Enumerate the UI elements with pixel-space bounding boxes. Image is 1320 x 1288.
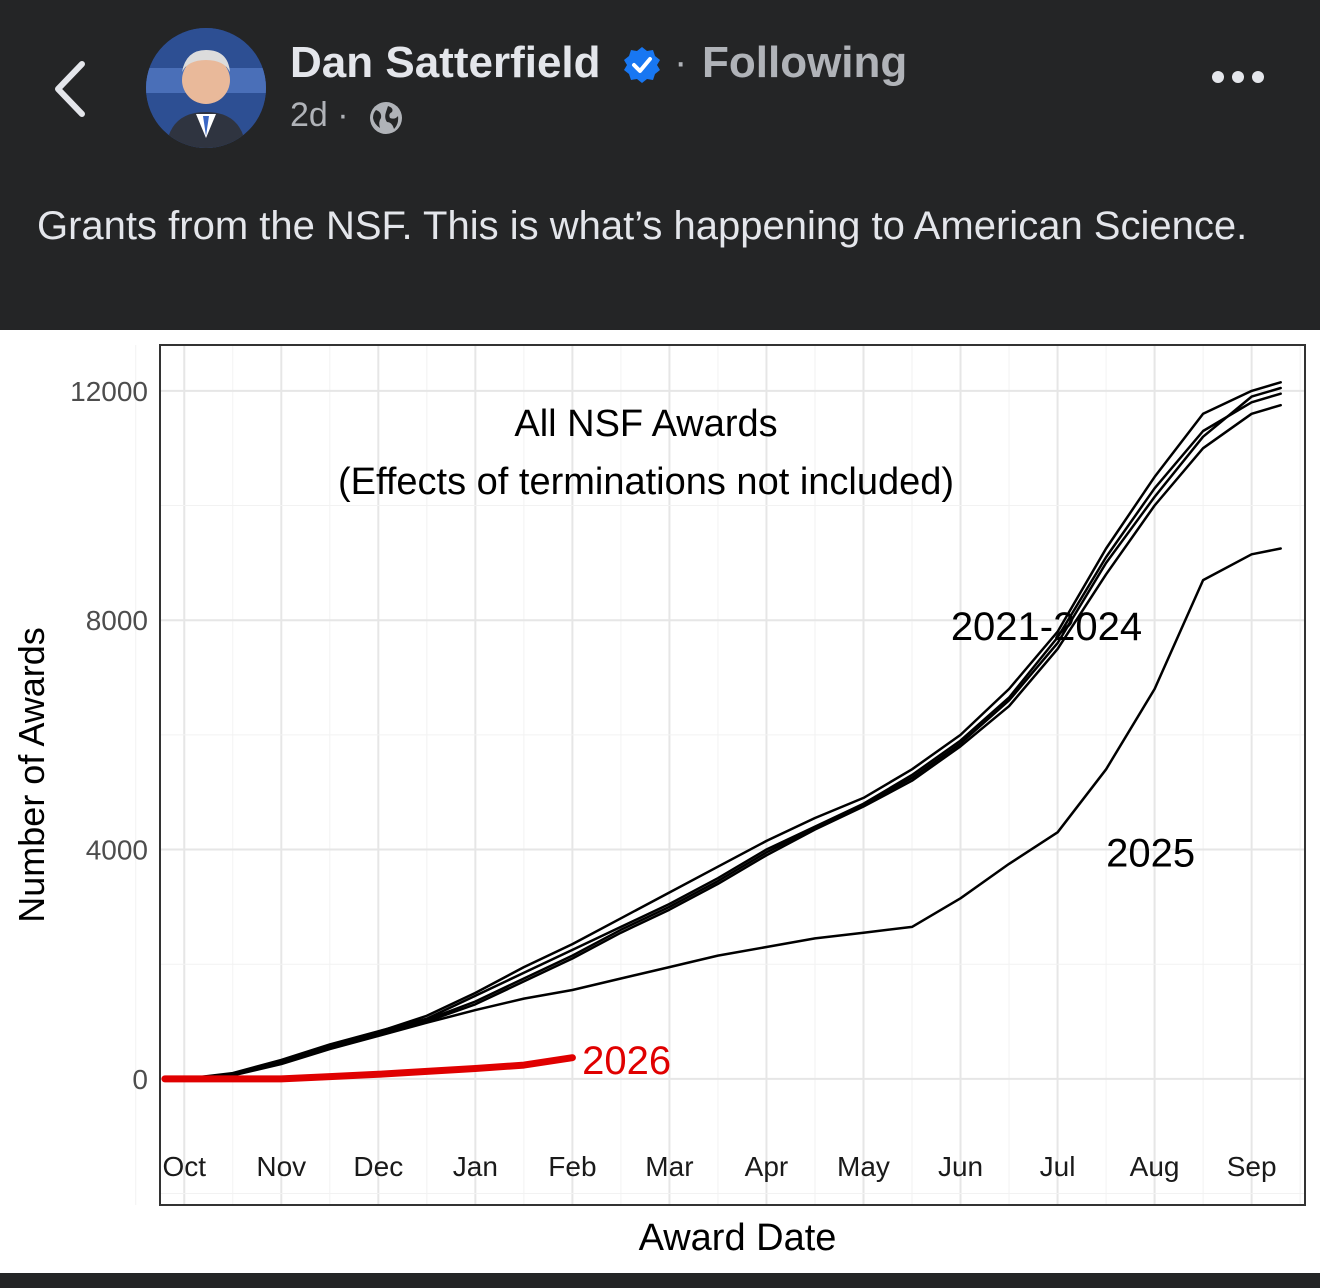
x-tick-label: Nov [256,1151,306,1182]
plot-border [159,344,1306,1206]
y-tick-label: 12000 [70,376,148,407]
series-annotation: 2025 [1106,831,1195,875]
y-tick-label: 8000 [86,605,148,636]
post-caption: Grants from the NSF. This is what’s happ… [37,204,1248,248]
x-tick-label: Aug [1130,1151,1180,1182]
follow-separator: · [674,40,688,84]
author-name[interactable]: Dan Satterfield [290,38,601,87]
x-tick-label: Jan [453,1151,498,1182]
x-tick-label: Dec [353,1151,403,1182]
following-button[interactable]: Following [702,38,908,87]
meta-separator: · [337,96,349,134]
back-chevron-icon[interactable] [46,54,96,124]
series-line-2021-2024 [183,381,1282,1081]
bottom-bar [0,1273,1320,1288]
globe-icon [370,102,402,134]
x-tick-label: Jul [1040,1151,1076,1182]
more-options-icon[interactable] [1212,70,1292,106]
y-axis-title: Number of Awards [11,627,52,922]
verified-badge-icon [624,47,660,83]
plot-panel [160,345,1305,1205]
more-dot [1232,71,1244,83]
more-dot [1212,71,1224,83]
avatar[interactable] [146,28,266,148]
series-annotation: 2021-2024 [951,605,1142,649]
series-annotation: 2026 [582,1039,671,1083]
chart-title: All NSF Awards [514,403,777,445]
series-line-2026 [161,1054,576,1083]
x-tick-label: Sep [1227,1151,1277,1182]
x-tick-label: Oct [162,1151,206,1182]
y-tick-label: 0 [132,1064,148,1095]
chart-subtitle: (Effects of terminations not included) [338,461,954,503]
y-tick-label: 4000 [86,835,148,866]
nsf-awards-chart: 0 4000 8000 12000 Oct Nov Dec Jan Feb Mar Apr May Ju… [11,275,1306,1259]
post-time[interactable]: 2d [290,96,328,134]
x-tick-label: Feb [548,1151,596,1182]
x-tick-label: Apr [745,1151,789,1182]
more-dot [1252,71,1264,83]
avatar-photo [146,28,266,148]
chart-image[interactable]: 0 4000 8000 12000 Oct Nov Dec Jan Feb Mar Apr May Ju… [0,275,1320,1273]
post-header: Dan Satterfield · Following 2d · Grants … [0,0,1320,330]
post-meta: 2d · [290,96,349,135]
series-line-2025 [183,547,1282,1081]
x-tick-label: May [837,1151,890,1182]
x-axis-title: Award Date [639,1217,837,1259]
x-tick-label: Jun [938,1151,983,1182]
x-tick-label: Mar [645,1151,693,1182]
